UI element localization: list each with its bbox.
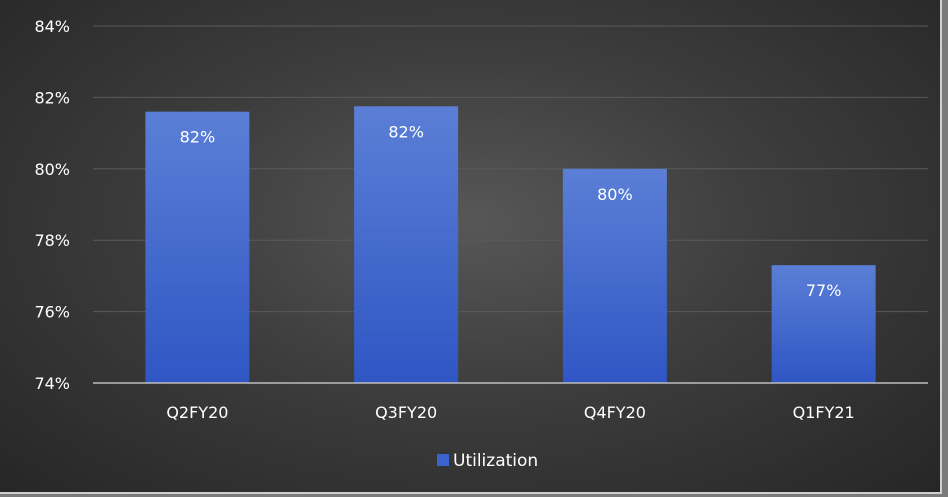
data-label: 82% xyxy=(388,122,424,141)
bars xyxy=(145,106,876,384)
bar xyxy=(354,106,459,383)
data-label: 80% xyxy=(597,185,633,204)
x-tick-label: Q3FY20 xyxy=(375,403,437,422)
data-label: 77% xyxy=(806,281,842,300)
y-tick-label: 80% xyxy=(34,160,70,179)
y-tick-label: 74% xyxy=(34,374,70,393)
y-tick-label: 76% xyxy=(34,303,70,322)
bar xyxy=(562,168,667,383)
x-tick-label: Q4FY20 xyxy=(584,403,646,422)
y-tick-label: 82% xyxy=(34,88,70,107)
bar xyxy=(771,265,876,383)
bar xyxy=(145,111,250,384)
data-label: 82% xyxy=(180,128,216,147)
data-labels: 82% 82% 80% 77% xyxy=(180,122,842,300)
x-tick-label: Q2FY20 xyxy=(166,403,228,422)
legend-swatch-utilization xyxy=(437,454,449,466)
x-axis-category-labels: Q2FY20 Q3FY20 Q4FY20 Q1FY21 xyxy=(166,403,854,422)
y-tick-label: 84% xyxy=(34,17,70,36)
y-axis-tick-labels: 74% 76% 78% 80% 82% 84% xyxy=(34,17,70,393)
y-tick-label: 78% xyxy=(34,231,70,250)
legend: Utilization xyxy=(437,451,538,471)
legend-label-utilization: Utilization xyxy=(453,451,538,471)
x-tick-label: Q1FY21 xyxy=(793,403,855,422)
